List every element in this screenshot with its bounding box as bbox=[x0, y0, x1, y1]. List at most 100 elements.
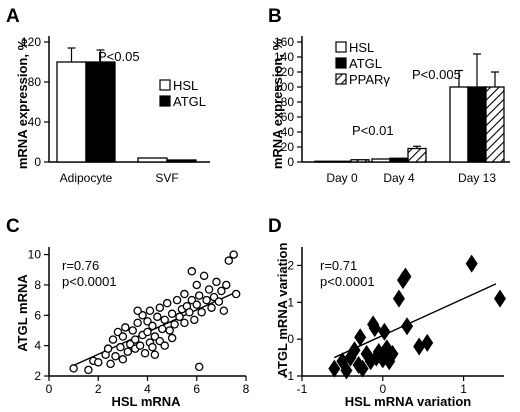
panel-a-category-label: SVF bbox=[155, 171, 178, 185]
panel-b-ylabel: mRNA expression, % bbox=[270, 38, 285, 169]
panel-c-xlabel: HSL mRNA bbox=[111, 394, 181, 409]
panel-b-bar bbox=[407, 147, 427, 163]
panel-c-xtick-label: 4 bbox=[144, 382, 151, 396]
panel-c-point bbox=[140, 348, 150, 358]
panel-c-point bbox=[197, 308, 206, 317]
panel-d-r-stat: r=0.71 bbox=[320, 258, 357, 273]
panel-c-ytick-label: 6 bbox=[34, 308, 41, 322]
panel-c-point bbox=[199, 271, 209, 281]
panel-d-point bbox=[465, 254, 478, 273]
legend-b-atgl-label: ATGL bbox=[349, 56, 382, 71]
panel-d-ylabel: ATGL mRNA variation bbox=[275, 243, 290, 378]
panel-c-xtick-label: 2 bbox=[95, 382, 102, 396]
panel-c-point bbox=[180, 318, 189, 328]
panel-d-p-stat: p<0.0001 bbox=[320, 274, 375, 289]
panel-c-point bbox=[118, 332, 128, 341]
panel-c-point bbox=[111, 352, 120, 361]
panel-c-point bbox=[217, 286, 226, 296]
panel-b-bar bbox=[314, 160, 334, 163]
panel-a-ytick-label: 40 bbox=[28, 115, 42, 129]
panel-b-bar bbox=[371, 158, 391, 163]
panel-a-pvalue: P<0.05 bbox=[98, 49, 140, 64]
panel-d-point bbox=[328, 359, 341, 378]
panel-a-bar bbox=[56, 61, 87, 163]
panel-c-xtick-label: 6 bbox=[193, 382, 200, 396]
panel-c-point bbox=[204, 285, 214, 294]
panel-b-ytick-label: 120 bbox=[274, 65, 294, 79]
panel-c-point bbox=[133, 318, 142, 328]
panel-b-pvalue-day4: P<0.01 bbox=[352, 123, 394, 138]
panel-c-point bbox=[160, 315, 169, 325]
panel-c-point bbox=[108, 335, 118, 344]
panel-c-point bbox=[118, 355, 128, 364]
panel-c-point bbox=[229, 250, 238, 259]
panel-c-point bbox=[158, 324, 167, 334]
panel-c-point bbox=[214, 297, 224, 306]
panel-d-point bbox=[399, 267, 412, 286]
panel-c-r-stat: r=0.76 bbox=[62, 258, 99, 273]
panel-c-ylabel: ATGL mRNA bbox=[15, 274, 30, 352]
panel-b-bar bbox=[389, 157, 409, 163]
panel-c-xtick-label: 8 bbox=[243, 382, 250, 396]
panel-c-point bbox=[145, 306, 155, 315]
panel-b-pvalue-day13: P<0.005 bbox=[412, 67, 461, 82]
panel-c-point bbox=[167, 333, 177, 343]
panel-c-point bbox=[133, 306, 142, 315]
legend-b-hsl-swatch bbox=[335, 41, 347, 53]
panel-b-category-label: Day 4 bbox=[383, 171, 415, 185]
panel-c-point bbox=[192, 300, 201, 309]
panel-c-point bbox=[148, 342, 157, 352]
legend-b-hsl-label: HSL bbox=[349, 40, 374, 55]
panel-c-point bbox=[153, 312, 162, 322]
legend-a-atgl-swatch bbox=[159, 95, 171, 107]
panel-c-point bbox=[185, 308, 194, 317]
panel-c-point bbox=[155, 303, 165, 312]
panel-c-point bbox=[150, 350, 160, 360]
panel-c-point bbox=[190, 315, 199, 325]
panel-d-point bbox=[378, 322, 391, 341]
panel-d-point bbox=[340, 361, 353, 380]
panel-d-ytick-label: 0 bbox=[287, 332, 294, 346]
panel-c-point bbox=[121, 323, 130, 332]
panel-c-point bbox=[222, 280, 231, 290]
panel-b-category-label: Day 0 bbox=[326, 171, 358, 185]
panel-d-ytick-label: -1 bbox=[283, 369, 294, 383]
panel-a-bar bbox=[166, 159, 197, 163]
panel-c-point bbox=[175, 312, 184, 322]
panel-letter-d: D bbox=[268, 216, 282, 237]
panel-b-ytick-label: 140 bbox=[274, 50, 294, 64]
panel-c-point bbox=[231, 289, 241, 299]
panel-d-xtick-label: 0 bbox=[379, 382, 386, 396]
panel-d-xtick-label: 1 bbox=[460, 382, 467, 396]
legend-a-hsl-label: HSL bbox=[173, 78, 198, 93]
panel-a-ytick-label: 80 bbox=[28, 75, 42, 89]
panel-d-point bbox=[354, 328, 367, 347]
panel-letter-b: B bbox=[268, 6, 282, 27]
panel-c-point bbox=[180, 289, 189, 299]
panel-b-bar bbox=[332, 160, 352, 163]
panel-c-ytick-label: 2 bbox=[34, 369, 41, 383]
panel-c-point bbox=[224, 256, 234, 265]
panel-a-ytick-label: 0 bbox=[34, 155, 41, 169]
panel-a-ytick-label: 120 bbox=[21, 35, 41, 49]
panel-c-point bbox=[172, 295, 182, 305]
panel-d-ytick-label: 2 bbox=[287, 258, 294, 272]
panel-c-ytick-label: 8 bbox=[34, 278, 41, 292]
panel-d-ytick-label: 1 bbox=[287, 295, 294, 309]
panel-d-fit-line bbox=[334, 283, 497, 359]
legend-b-ppar-swatch bbox=[335, 73, 347, 85]
panel-c-point bbox=[165, 326, 174, 335]
legend-b-ppar-label: PPARγ bbox=[349, 72, 390, 87]
panel-d-point bbox=[401, 317, 414, 336]
panel-c-fit-line bbox=[73, 290, 239, 367]
panel-c-p-stat: p<0.0001 bbox=[62, 274, 117, 289]
panel-b-bar bbox=[350, 159, 370, 163]
panel-c-point bbox=[192, 280, 201, 290]
panel-a-ylabel: mRNA expression, % bbox=[15, 38, 30, 169]
panel-c-point bbox=[187, 267, 197, 276]
panel-d-xlabel: HSL mRNA variation bbox=[345, 394, 471, 409]
panel-c-point bbox=[202, 295, 211, 305]
panel-c-point bbox=[194, 362, 204, 372]
panel-a-category-label: Adipocyte bbox=[60, 171, 113, 185]
panel-d-point bbox=[356, 359, 369, 378]
